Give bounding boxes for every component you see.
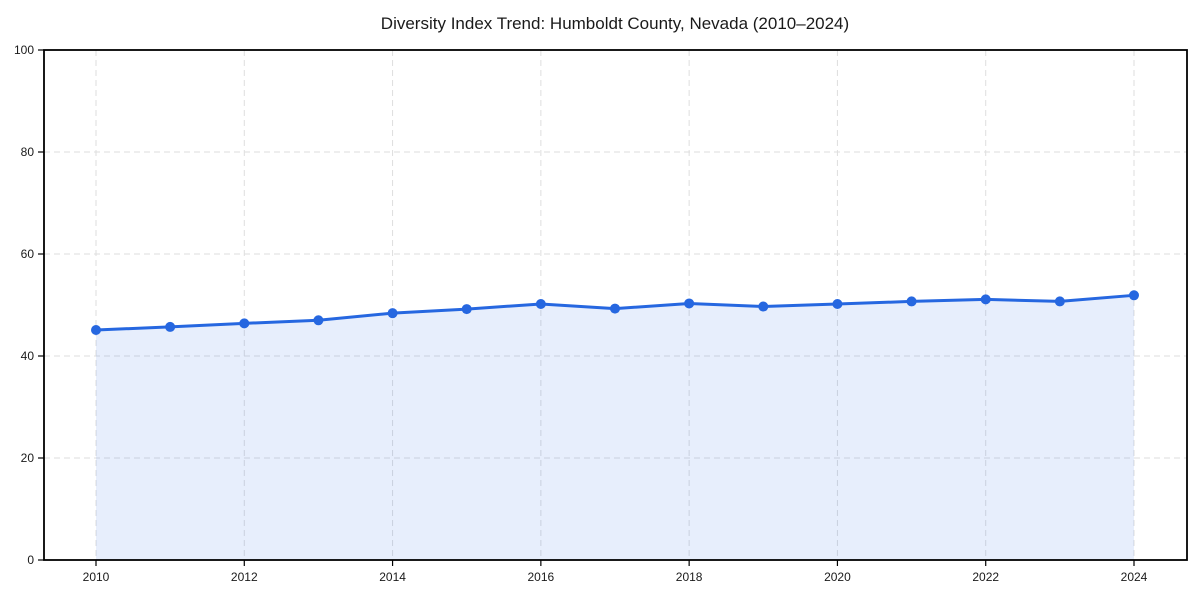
data-point bbox=[91, 324, 101, 335]
area-fill bbox=[96, 295, 1134, 560]
plot-area: 0 20 40 60 80 100 2010 2012 2014 2016 2018 2020 2022… bbox=[14, 43, 1188, 584]
data-point bbox=[832, 298, 843, 309]
y-tick-label: 20 bbox=[21, 451, 35, 465]
x-tick-label: 2014 bbox=[379, 570, 406, 584]
data-point bbox=[387, 308, 398, 319]
chart-title: Diversity Index Trend: Humboldt County, … bbox=[381, 14, 849, 33]
data-point bbox=[1129, 290, 1139, 301]
data-point bbox=[239, 318, 250, 329]
x-tick-label: 2016 bbox=[528, 570, 555, 584]
y-tick-label: 40 bbox=[21, 349, 35, 363]
x-tick-label: 2024 bbox=[1121, 570, 1148, 584]
data-point bbox=[165, 321, 176, 332]
data-point bbox=[313, 315, 324, 326]
data-point bbox=[1054, 296, 1065, 307]
y-tick-label: 0 bbox=[27, 553, 34, 567]
data-point bbox=[906, 296, 917, 307]
y-tick-label: 100 bbox=[14, 43, 34, 57]
data-point bbox=[535, 298, 546, 309]
x-tick-label: 2010 bbox=[83, 570, 110, 584]
data-point bbox=[461, 304, 472, 315]
x-tick-label: 2022 bbox=[972, 570, 999, 584]
x-tick-label: 2020 bbox=[824, 570, 851, 584]
data-point bbox=[980, 294, 991, 305]
x-tick-label: 2012 bbox=[231, 570, 258, 584]
data-point bbox=[758, 301, 769, 312]
data-point bbox=[610, 303, 620, 314]
y-tick-label: 60 bbox=[21, 247, 35, 261]
plot-border bbox=[43, 49, 1188, 561]
y-tick-label: 80 bbox=[21, 145, 35, 159]
x-tick-label: 2018 bbox=[676, 570, 703, 584]
data-point bbox=[684, 298, 695, 309]
